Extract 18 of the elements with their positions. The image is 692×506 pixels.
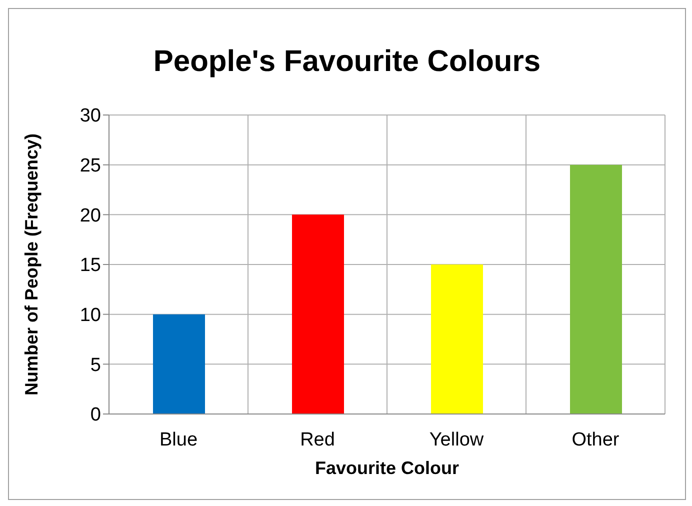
bar (570, 164, 622, 414)
y-tick-label: 20 (80, 205, 101, 226)
x-tick-label: Red (300, 429, 335, 450)
y-tick-label: 25 (80, 156, 101, 177)
y-tick-label: 0 (90, 404, 101, 426)
y-tick-label: 10 (80, 305, 101, 326)
x-tick-label: Blue (159, 429, 198, 450)
bar (431, 264, 483, 414)
y-tick-label: 30 (80, 106, 101, 127)
bar (292, 214, 344, 414)
x-tick-label: Other (572, 429, 620, 450)
bar (153, 314, 205, 414)
chart-title: People's Favourite Colours (152, 45, 542, 79)
y-axis-title: Number of People (Frequency) (21, 133, 42, 396)
y-tick-label: 5 (90, 354, 101, 376)
x-tick-label: Yellow (429, 429, 484, 450)
y-tick-label: 15 (80, 255, 101, 276)
x-axis-title: Favourite Colour (314, 458, 460, 478)
